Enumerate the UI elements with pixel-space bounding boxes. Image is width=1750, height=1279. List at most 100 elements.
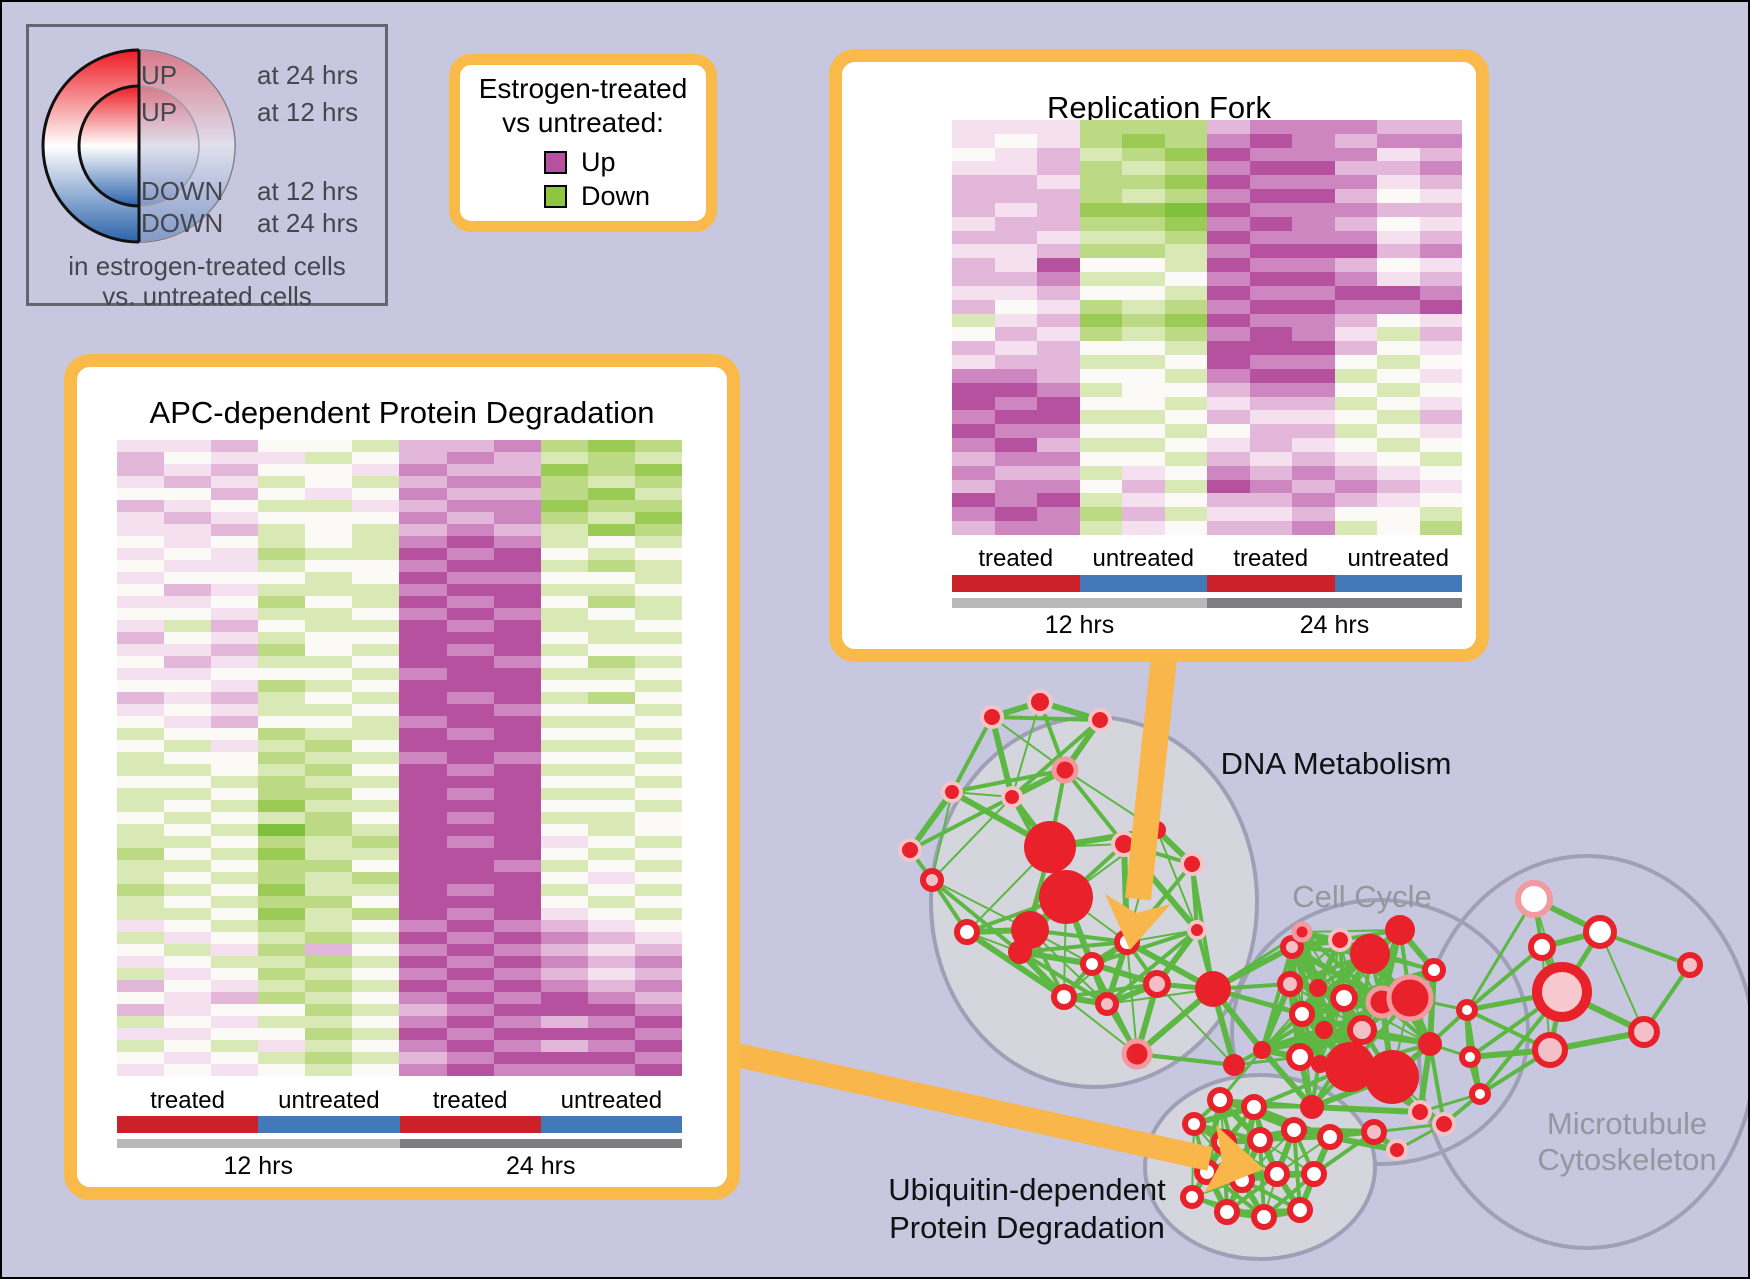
heatmap-cell <box>164 536 212 548</box>
heatmap-cell <box>1419 368 1462 383</box>
heatmap-cell <box>1292 216 1335 231</box>
heatmap-cell <box>258 1052 306 1064</box>
heatmap-cell <box>1207 120 1250 134</box>
updown-circle-legend: UP at 24 hrs UP at 12 hrs DOWN at 12 hrs… <box>26 24 388 311</box>
heatmap-cell <box>258 860 306 872</box>
heatmap-cell <box>352 956 400 968</box>
heatmap-cell <box>540 680 588 692</box>
heatmap-cell <box>258 680 306 692</box>
heatmap-cell <box>1122 244 1165 259</box>
heatmap-cell <box>305 812 353 824</box>
heatmap-cell <box>1164 396 1207 411</box>
heatmap-cell <box>305 944 353 956</box>
heatmap-cell <box>634 992 682 1004</box>
heatmap-cell <box>994 189 1037 203</box>
heatmap-cell <box>117 824 165 836</box>
heatmap-cell <box>1122 327 1165 342</box>
heatmap-cell <box>587 680 635 692</box>
heatmap-cell <box>352 548 400 560</box>
heatmap-cell <box>352 1016 400 1028</box>
heatmap-cell <box>1377 327 1420 342</box>
heatmap-cell <box>164 608 212 620</box>
heatmap-cell <box>164 836 212 848</box>
heatmap-cell <box>352 692 400 704</box>
heatmap-cell <box>352 860 400 872</box>
heatmap-cell <box>164 692 212 704</box>
heatmap-cell <box>1377 285 1420 300</box>
heatmap-cell <box>587 656 635 668</box>
heatmap-cell <box>1164 327 1207 342</box>
heatmap-cell <box>1207 313 1250 328</box>
heatmap-cell <box>493 968 541 980</box>
heatmap-cell <box>446 644 494 656</box>
heatmap-cell <box>211 572 259 584</box>
network-node <box>980 705 1004 729</box>
heatmap-cell <box>164 812 212 824</box>
heatmap-cell <box>305 596 353 608</box>
heatmap-cell <box>1207 521 1250 535</box>
heatmap-cell <box>446 896 494 908</box>
heatmap-cell <box>117 572 165 584</box>
heatmap-cell <box>1292 410 1335 425</box>
heatmap-cell <box>446 680 494 692</box>
heatmap-cell <box>1419 424 1462 439</box>
heatmap-cell <box>164 752 212 764</box>
heatmap-cell <box>493 788 541 800</box>
heatmap-cell <box>164 548 212 560</box>
heatmap-cell <box>1164 258 1207 273</box>
heatmap-cell <box>399 800 447 812</box>
heatmap-cell <box>352 920 400 932</box>
heatmap-cell <box>1249 368 1292 383</box>
heatmap-cell <box>305 716 353 728</box>
heatmap-cell <box>399 848 447 860</box>
heatmap-cell <box>1037 493 1080 508</box>
heatmap-cell <box>587 824 635 836</box>
heatmap-cell <box>211 452 259 464</box>
network-node <box>1287 1197 1313 1223</box>
heatmap-cell <box>493 824 541 836</box>
heatmap-cell <box>1207 202 1250 217</box>
heatmap-cell <box>493 812 541 824</box>
heatmap-cell <box>634 872 682 884</box>
heatmap-cell <box>305 692 353 704</box>
network-edge <box>1599 931 1645 1033</box>
heatmap-cell <box>587 836 635 848</box>
heatmap-cell <box>540 656 588 668</box>
heatmap-cell <box>1122 133 1165 148</box>
heatmap-cell <box>952 438 995 452</box>
heatmap-cell <box>1079 507 1122 522</box>
heatmap-cell <box>634 512 682 524</box>
heatmap-cell <box>634 560 682 572</box>
heatmap-cell <box>305 980 353 992</box>
heatmap-cell <box>399 608 447 620</box>
heatmap-cell <box>1292 120 1335 134</box>
heatmap-cell <box>1377 341 1420 356</box>
heatmap-cell <box>352 740 400 752</box>
legend-caption-line1: in estrogen-treated cells <box>68 251 346 281</box>
heatmap-cell <box>994 493 1037 508</box>
heatmap-cell <box>1122 507 1165 522</box>
heatmap-cell <box>1292 230 1335 245</box>
heatmap-cell <box>446 956 494 968</box>
heatmap-cell <box>1419 465 1462 480</box>
heatmap-cell <box>634 488 682 500</box>
heatmap-cell <box>1207 161 1250 176</box>
heatmap-cell <box>1377 507 1420 522</box>
heatmap-cell <box>399 524 447 536</box>
network-edge <box>1300 930 1384 1004</box>
heatmap-cell <box>1122 465 1165 480</box>
heatmap-cell <box>258 500 306 512</box>
heatmap-cell <box>446 452 494 464</box>
heatmap-cell <box>399 1004 447 1016</box>
heatmap-cell <box>493 764 541 776</box>
network-edge <box>1063 768 1126 846</box>
heatmap-cell <box>117 920 165 932</box>
heatmap-cell <box>117 560 165 572</box>
heatmap-cell <box>258 704 306 716</box>
heatmap-cell <box>399 560 447 572</box>
rf-12hrs-label: 12 hrs <box>1044 611 1115 639</box>
legend-up-24-dir: UP <box>141 60 178 90</box>
heatmap-cell <box>258 884 306 896</box>
heatmap-cell <box>117 464 165 476</box>
heatmap-cell <box>952 244 995 259</box>
